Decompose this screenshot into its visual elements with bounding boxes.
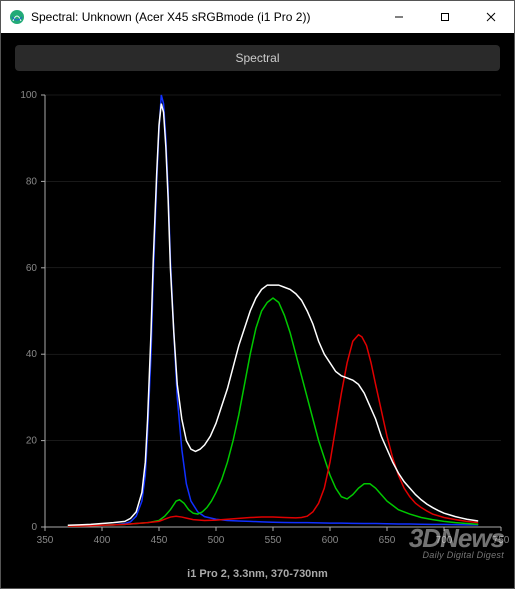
svg-text:100: 100 xyxy=(20,90,37,101)
content-area: Spectral 0 20 40 60 80 100 350 400 450 500 550 600 6… xyxy=(1,33,514,588)
svg-text:0: 0 xyxy=(31,522,37,533)
window-title: Spectral: Unknown (Acer X45 sRGBmode (i1… xyxy=(31,10,376,24)
minimize-button[interactable] xyxy=(376,1,422,33)
app-window: Spectral: Unknown (Acer X45 sRGBmode (i1… xyxy=(0,0,515,589)
svg-text:650: 650 xyxy=(379,535,396,546)
svg-text:60: 60 xyxy=(26,263,38,274)
svg-text:600: 600 xyxy=(322,535,339,546)
svg-text:400: 400 xyxy=(94,535,111,546)
svg-text:500: 500 xyxy=(208,535,225,546)
svg-text:450: 450 xyxy=(151,535,168,546)
chart-svg: 0 20 40 60 80 100 350 400 450 500 550 600 650 700 750 xyxy=(1,87,511,557)
svg-text:20: 20 xyxy=(26,436,38,447)
titlebar[interactable]: Spectral: Unknown (Acer X45 sRGBmode (i1… xyxy=(1,1,514,33)
close-button[interactable] xyxy=(468,1,514,33)
tab-bar: Spectral xyxy=(15,45,500,71)
svg-text:550: 550 xyxy=(265,535,282,546)
window-controls xyxy=(376,1,514,33)
spectral-chart: 0 20 40 60 80 100 350 400 450 500 550 600 650 700 750 xyxy=(1,87,514,558)
maximize-button[interactable] xyxy=(422,1,468,33)
series-white xyxy=(68,104,478,526)
series-red xyxy=(68,335,478,526)
svg-text:700: 700 xyxy=(436,535,453,546)
svg-text:80: 80 xyxy=(26,176,38,187)
svg-text:750: 750 xyxy=(493,535,510,546)
svg-text:40: 40 xyxy=(26,349,38,360)
app-icon xyxy=(9,9,25,25)
tab-spectral[interactable]: Spectral xyxy=(15,45,500,71)
series-green xyxy=(68,298,478,526)
series-blue xyxy=(68,95,478,526)
svg-text:350: 350 xyxy=(37,535,54,546)
instrument-label: i1 Pro 2, 3.3nm, 370-730nm xyxy=(1,568,514,580)
